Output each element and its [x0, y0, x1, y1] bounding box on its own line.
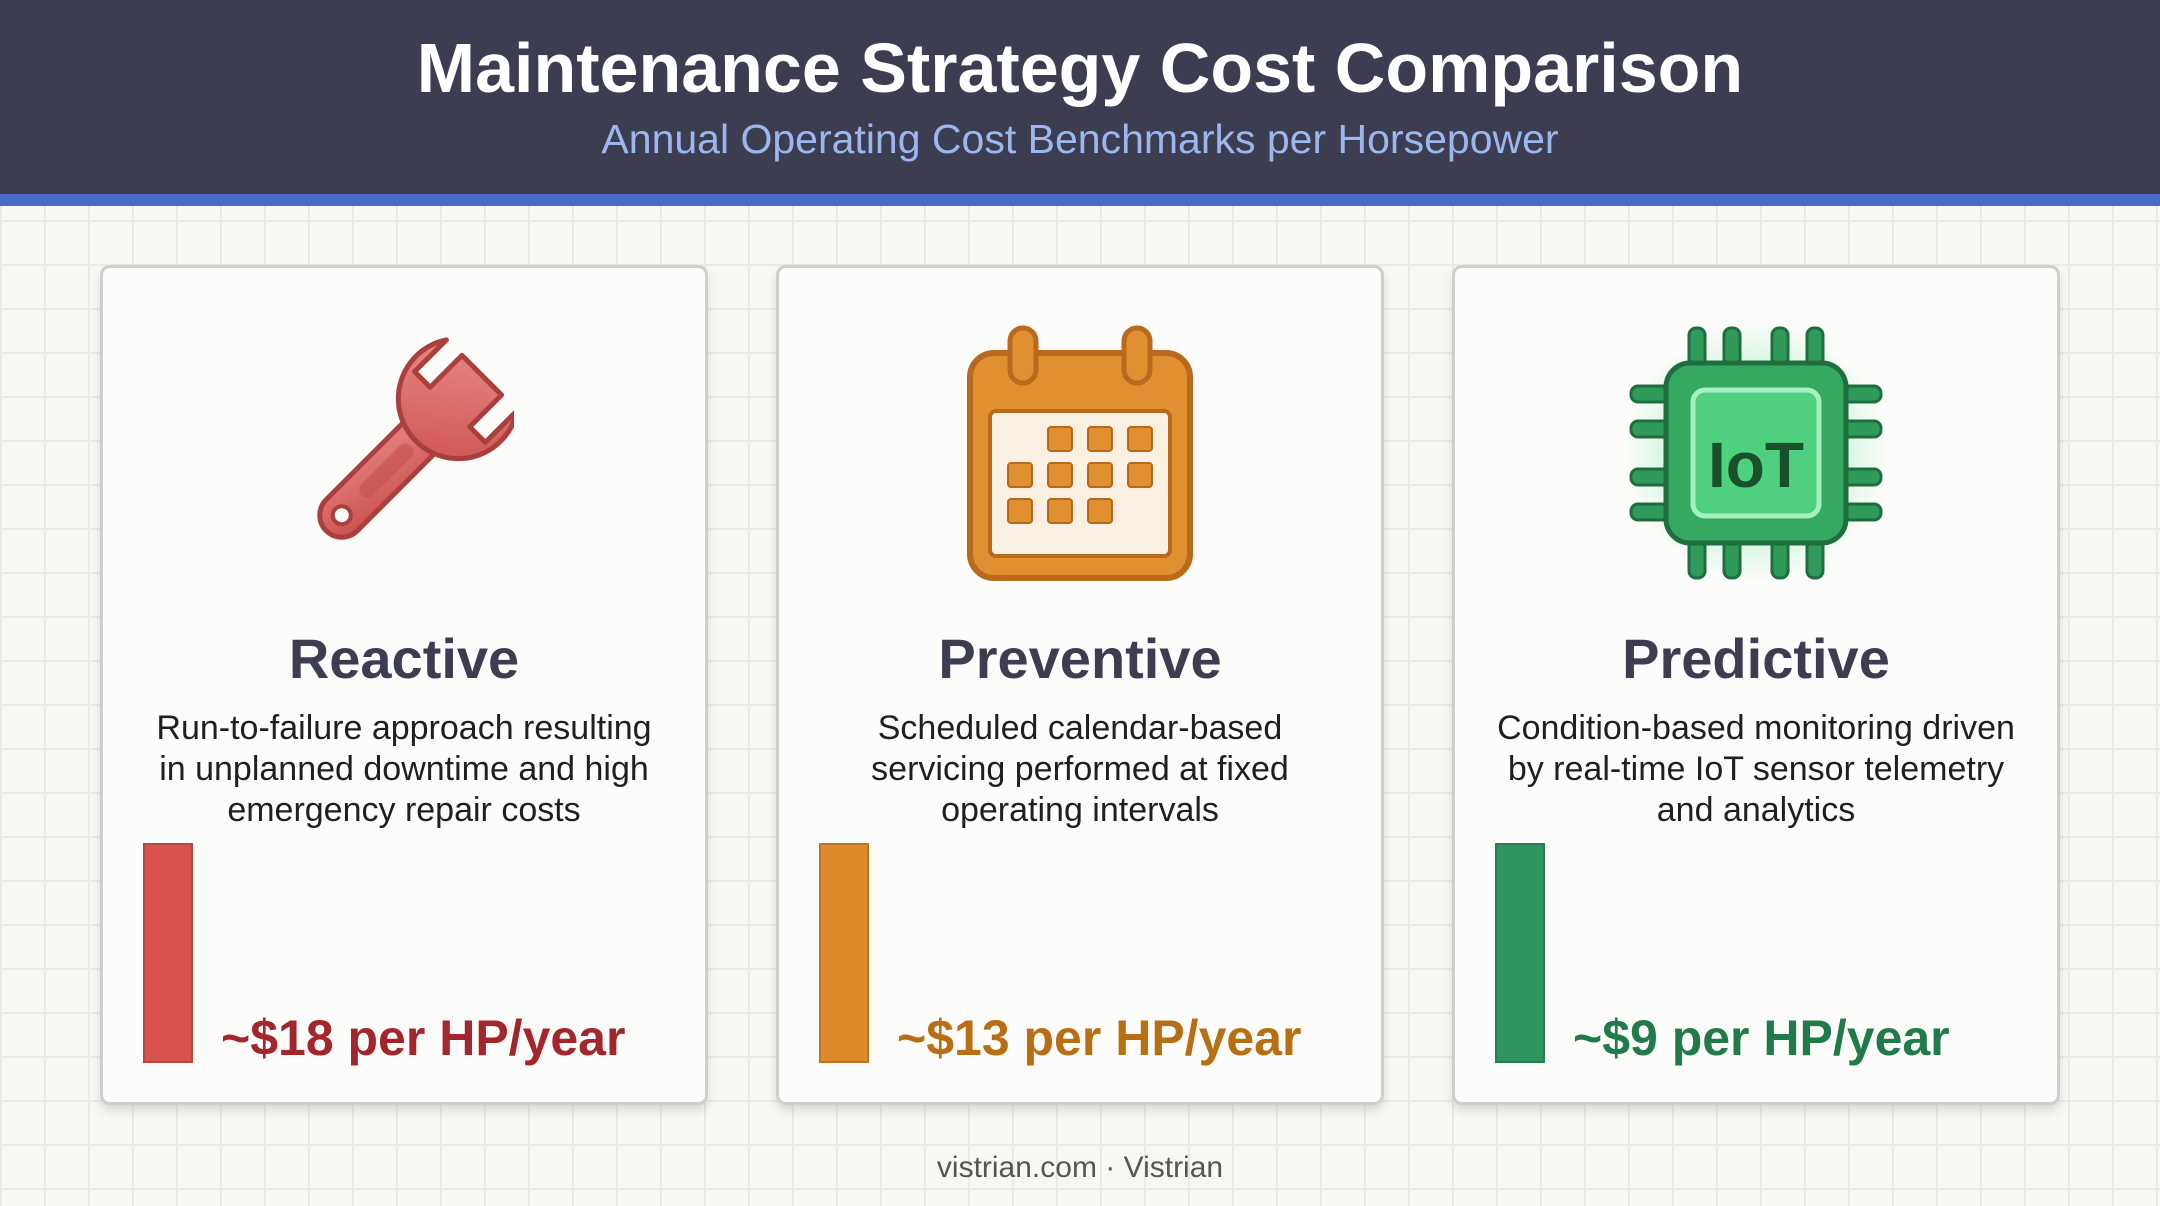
cost-bar [1495, 843, 1545, 1063]
iot-chip-label: IoT [1708, 429, 1804, 501]
iot-chip-icon: IoT [1455, 318, 2057, 588]
header-accent-stripe [0, 194, 2160, 206]
calendar-icon [779, 318, 1381, 588]
card-predictive: IoT Predictive Condition-based monitorin… [1452, 265, 2060, 1105]
cost-value: ~$13 per HP/year [897, 1010, 1302, 1066]
page-title: Maintenance Strategy Cost Comparison [416, 29, 1744, 107]
card-description: Scheduled calendar-based servicing perfo… [871, 709, 1289, 829]
header-banner: Maintenance Strategy Cost Comparison Ann… [0, 0, 2160, 194]
cost-bar [143, 843, 193, 1063]
wrench-icon [103, 318, 705, 588]
card-description: Run-to-failure approach resulting in unp… [156, 709, 652, 829]
footer-credit: vistrian.com · Vistrian [936, 1151, 1224, 1184]
card-title: Predictive [1622, 627, 1890, 690]
card-title: Reactive [288, 627, 520, 690]
card-preventive: Preventive Scheduled calendar-based serv… [776, 265, 1384, 1105]
cost-bar [819, 843, 869, 1063]
page-subtitle: Annual Operating Cost Benchmarks per Hor… [601, 116, 1559, 162]
card-reactive: Reactive Run-to-failure approach resulti… [100, 265, 708, 1105]
cost-value: ~$18 per HP/year [221, 1010, 626, 1066]
card-description: Condition-based monitoring driven by rea… [1497, 709, 2015, 829]
card-title: Preventive [938, 627, 1222, 690]
cost-value: ~$9 per HP/year [1573, 1010, 1950, 1066]
